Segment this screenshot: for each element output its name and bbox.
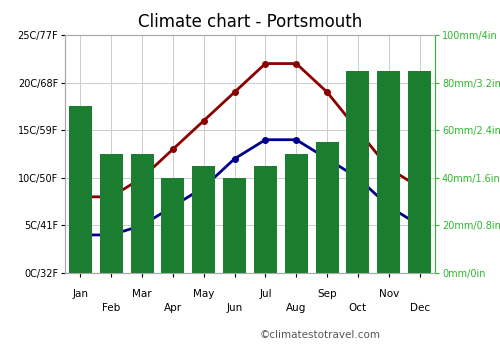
Bar — [162, 178, 184, 273]
Bar — [223, 178, 246, 273]
Bar — [346, 71, 370, 273]
Text: May: May — [193, 289, 214, 299]
Text: Dec: Dec — [410, 303, 430, 313]
Text: Jan: Jan — [72, 289, 88, 299]
Text: Mar: Mar — [132, 289, 152, 299]
Text: Jul: Jul — [259, 289, 272, 299]
Text: ©climatestotravel.com: ©climatestotravel.com — [260, 329, 381, 340]
Bar — [130, 154, 154, 273]
Bar — [192, 166, 216, 273]
Title: Climate chart - Portsmouth: Climate chart - Portsmouth — [138, 13, 362, 31]
Bar — [69, 106, 92, 273]
Bar — [408, 71, 431, 273]
Text: Jun: Jun — [226, 303, 242, 313]
Text: Apr: Apr — [164, 303, 182, 313]
Bar — [284, 154, 308, 273]
Bar — [316, 142, 338, 273]
Text: Oct: Oct — [349, 303, 367, 313]
Text: Sep: Sep — [318, 289, 337, 299]
Bar — [377, 71, 400, 273]
Text: Feb: Feb — [102, 303, 120, 313]
Text: Nov: Nov — [378, 289, 399, 299]
Text: Aug: Aug — [286, 303, 306, 313]
Bar — [254, 166, 277, 273]
Bar — [100, 154, 123, 273]
